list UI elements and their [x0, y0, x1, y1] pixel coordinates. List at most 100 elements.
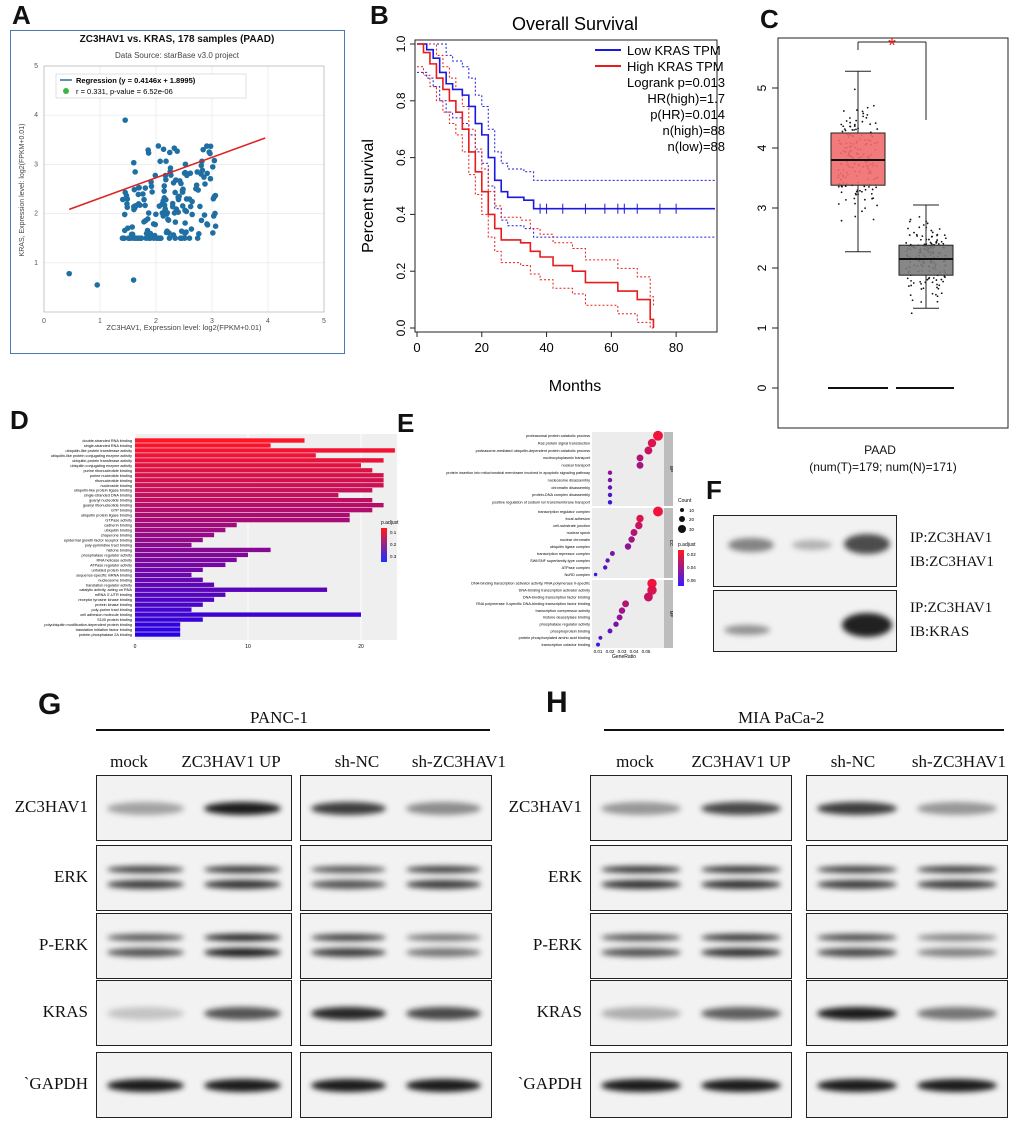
scatter-point [145, 210, 152, 216]
c-point [840, 185, 843, 188]
scatter-point [128, 231, 135, 238]
scatter-point [165, 217, 172, 223]
scatter-point [174, 148, 180, 155]
h-lane-shzc: sh-ZC3HAV1 [911, 752, 1007, 771]
c-point [876, 128, 879, 130]
e-dot [607, 470, 613, 475]
scatter-point [155, 143, 162, 149]
blot-membrane [590, 913, 792, 979]
e-dot [593, 572, 598, 577]
scatter-point [182, 161, 189, 168]
a-xtick: 1 [98, 318, 102, 325]
panel-label-e: E [397, 408, 415, 438]
c-point [918, 216, 921, 218]
b-ytick: 0.6 [394, 149, 408, 166]
a-xtick: 5 [322, 318, 326, 325]
c-point [918, 226, 921, 229]
c-point [910, 312, 913, 315]
d-bar [135, 517, 350, 523]
e-term-label: transcription corepressor activity [536, 609, 591, 613]
d-legend-tick-1: 0.1 [390, 530, 397, 535]
d-term-label: ATPase regulator activity [90, 563, 132, 567]
panel-c-boxplot: 0 1 2 3 4 5 * [755, 35, 1009, 429]
c-point [909, 218, 912, 221]
c-point [855, 128, 857, 131]
scatter-point [198, 217, 205, 224]
c-point [937, 287, 940, 290]
c-point [907, 285, 910, 287]
e-strip-label: BP [669, 466, 674, 472]
d-bar [135, 542, 192, 548]
scatter-point [121, 227, 128, 234]
e-dot [653, 430, 663, 441]
c-point [866, 114, 869, 116]
c-point [940, 278, 943, 281]
b-xtick: 60 [604, 340, 618, 355]
a-ytick: 3 [34, 161, 38, 168]
d-term-label: GTP binding [111, 509, 132, 513]
blot-band [311, 802, 386, 815]
scatter-point [172, 189, 178, 196]
c-ytick: 2 [755, 264, 769, 271]
blot-band [601, 802, 681, 815]
panel-c-xlabel: PAAD [864, 443, 896, 457]
scatter-point [122, 117, 128, 123]
d-bar [135, 557, 237, 563]
blot-band [917, 934, 997, 941]
panel-e-dotplot: BP proteasomal protein catabolic process R… [446, 430, 696, 660]
c-point [855, 119, 858, 122]
d-legend-title: p.adjust [381, 520, 399, 526]
e-dot [607, 500, 613, 505]
e-dot [607, 485, 613, 490]
b-xtick: 20 [475, 340, 489, 355]
c-point [930, 229, 933, 232]
b-ytick: 0.8 [394, 92, 408, 109]
scatter-point [178, 228, 185, 234]
c-point [942, 280, 944, 283]
scatter-point [204, 221, 210, 227]
blot-band [311, 866, 386, 873]
e-dot [636, 461, 644, 469]
c-point [936, 239, 939, 241]
h-underline [604, 729, 1004, 731]
d-term-label: ubiquitin-like protein conjugating enzym… [51, 454, 132, 458]
e-padj-title: p.adjust [678, 542, 696, 548]
blot-band [204, 1079, 281, 1092]
stat-logrank: Logrank p=0.013 [627, 75, 725, 90]
blot-band [107, 1079, 184, 1092]
stat-nlow: n(low)=88 [668, 139, 725, 154]
blot-band [817, 866, 897, 873]
c-ytick: 4 [755, 144, 769, 151]
d-term-label: ubiquitin protein ligase binding [81, 514, 132, 518]
d-bar [135, 552, 248, 558]
high-ci-lower [417, 66, 654, 329]
scatter-point [124, 204, 131, 211]
scatter-point [173, 206, 180, 212]
scatter-point [157, 158, 163, 165]
e-dot [616, 614, 623, 621]
blot-band [917, 880, 997, 889]
c-point [936, 300, 939, 303]
d-term-label: purine nucleotide binding [90, 474, 132, 478]
b-ytick: 0.2 [394, 263, 408, 280]
e-count-30: 30 [689, 527, 695, 532]
blot-band [204, 802, 281, 815]
scatter-point [204, 170, 210, 177]
e-term-label: nucleocytoplasmic transport [543, 456, 591, 460]
c-point [853, 129, 855, 131]
scatter-point [173, 177, 179, 183]
d-bar [135, 502, 384, 508]
d-term-label: ubiquitin binding [105, 529, 132, 533]
e-dot [607, 477, 613, 483]
c-point [938, 228, 941, 230]
significance-star: * [888, 35, 896, 57]
e-strip [664, 508, 673, 578]
scatter-point [196, 231, 202, 237]
scatter-point [142, 185, 149, 191]
c-point [876, 204, 878, 207]
blot-band [204, 866, 281, 873]
blot-band [107, 934, 184, 941]
d-bar [135, 627, 181, 632]
scatter-point [131, 186, 138, 193]
e-panel-bg [592, 508, 664, 578]
